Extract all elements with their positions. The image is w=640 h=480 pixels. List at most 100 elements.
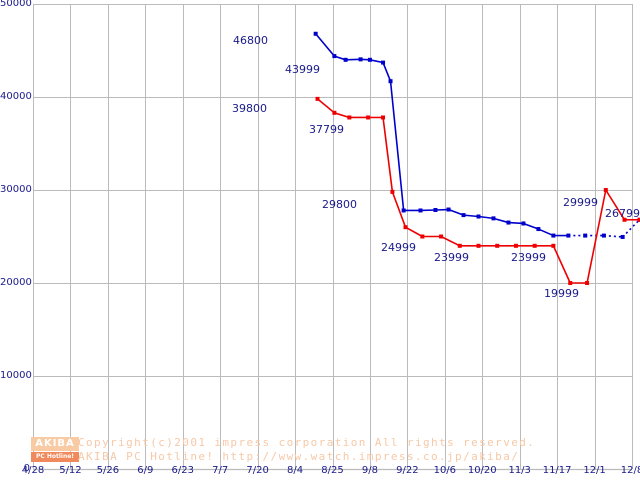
series-segment-red — [440, 235, 461, 247]
data-point-red — [366, 115, 371, 120]
series-segment-blue — [478, 215, 494, 220]
data-value-label: 29800 — [322, 198, 357, 211]
x-axis-tick-label: 8/4 — [287, 465, 304, 476]
data-point-blue — [476, 214, 481, 219]
series-segment-blue — [463, 214, 479, 218]
data-point-blue — [551, 233, 556, 238]
y-axis-tick-label: 20000 — [0, 277, 32, 288]
data-point-red — [551, 243, 556, 248]
series-segment-blue — [603, 234, 623, 238]
data-point-red — [603, 188, 608, 193]
x-axis-tick-label: 8/25 — [321, 465, 344, 476]
data-point-blue — [601, 233, 606, 238]
y-axis-tick-label: 30000 — [0, 184, 32, 195]
data-point-blue — [401, 208, 406, 213]
data-point-blue — [506, 220, 511, 225]
data-point-blue — [461, 213, 466, 218]
data-point-blue — [367, 57, 372, 62]
akiba-logo-subtitle: PC Hotline! — [31, 452, 79, 462]
site-line: AKIBA PC Hotline! http://www.watch.impre… — [78, 450, 520, 463]
series-segment-blue — [315, 33, 335, 57]
series-segment-blue — [493, 217, 509, 224]
data-value-label: 29999 — [563, 196, 598, 209]
series-segment-red — [405, 226, 423, 238]
series-segment-blue — [369, 59, 384, 64]
series-segment-blue — [523, 222, 539, 230]
data-point-blue — [381, 60, 386, 65]
data-point-blue — [521, 221, 526, 226]
y-axis-tick-label: 50000 — [0, 0, 32, 9]
x-axis-tick-label: 12/1 — [583, 465, 606, 476]
x-axis-tick-label: 5/26 — [96, 465, 120, 476]
series-segment-blue — [382, 62, 392, 82]
data-value-label: 46800 — [233, 34, 268, 47]
x-axis-tick-label: 11/3 — [508, 465, 531, 476]
series-segment-red — [382, 117, 394, 192]
data-point-red — [568, 281, 573, 286]
x-axis-tick-label: 11/17 — [542, 465, 572, 476]
data-point-blue — [358, 57, 363, 62]
data-point-red — [622, 217, 627, 222]
data-point-red — [476, 243, 481, 248]
series-segment-blue — [448, 208, 464, 216]
x-axis-tick-label: 6/23 — [171, 465, 194, 476]
data-point-blue — [332, 54, 337, 59]
data-point-red — [532, 243, 537, 248]
data-point-blue — [446, 207, 451, 212]
data-point-red — [495, 243, 500, 248]
data-point-red — [315, 96, 320, 101]
data-point-red — [439, 234, 444, 239]
data-value-label: 37799 — [309, 123, 344, 136]
x-axis-tick-label: 9/8 — [361, 465, 378, 476]
y-axis-tick-label: 10000 — [0, 370, 32, 381]
series-segment-blue — [622, 219, 640, 238]
data-point-blue — [343, 57, 348, 62]
akiba-logo-title: AKIBA — [31, 437, 79, 451]
copyright-line: Copyright(c)2001 impress corporation All… — [78, 436, 536, 449]
series-segment-red — [317, 98, 335, 114]
x-axis-tick-label: 9/22 — [396, 465, 419, 476]
series-segment-blue — [508, 221, 524, 225]
series-segment-red — [552, 245, 571, 284]
data-point-blue — [418, 208, 423, 213]
y-axis-tick-label: 40000 — [0, 91, 32, 102]
series-segment-blue — [389, 81, 405, 211]
data-point-blue — [433, 207, 438, 212]
data-point-red — [403, 225, 408, 230]
data-point-red — [390, 189, 395, 194]
data-point-red — [332, 110, 337, 115]
akiba-logo: AKIBA PC Hotline! — [31, 437, 79, 463]
data-value-label: 26799 — [605, 207, 640, 220]
data-point-blue — [566, 233, 571, 238]
series-segment-red — [586, 189, 607, 284]
data-point-red — [585, 281, 590, 286]
data-point-red — [457, 243, 462, 248]
data-value-label: 24999 — [381, 241, 416, 254]
data-point-red — [637, 217, 640, 222]
x-axis-tick-label: 12/8 — [620, 465, 640, 476]
x-axis-tick-label: 4/28 — [21, 465, 45, 476]
series-segment-red — [334, 112, 350, 119]
series-segment-red — [391, 191, 407, 228]
data-point-red — [513, 243, 518, 248]
data-value-label: 19999 — [544, 287, 579, 300]
series-segment-blue — [538, 228, 554, 237]
data-value-label: 23999 — [434, 251, 469, 264]
data-point-red — [381, 115, 386, 120]
data-point-blue — [388, 79, 393, 84]
data-point-blue — [620, 234, 625, 239]
data-point-red — [347, 115, 352, 120]
data-value-label: 23999 — [511, 251, 546, 264]
series-layer — [313, 31, 640, 286]
credit-block: Copyright(c)2001 impress corporation All… — [78, 436, 548, 464]
x-axis-tick-label: 5/12 — [59, 465, 82, 476]
data-value-label: 39800 — [232, 102, 267, 115]
x-axis-tick-label: 10/6 — [433, 465, 457, 476]
x-axis-tick-label: 10/20 — [467, 465, 497, 476]
x-axis-tick-label: 6/9 — [137, 465, 154, 476]
data-point-blue — [491, 216, 496, 221]
data-point-blue — [536, 227, 541, 232]
data-value-label: 43999 — [285, 63, 320, 76]
